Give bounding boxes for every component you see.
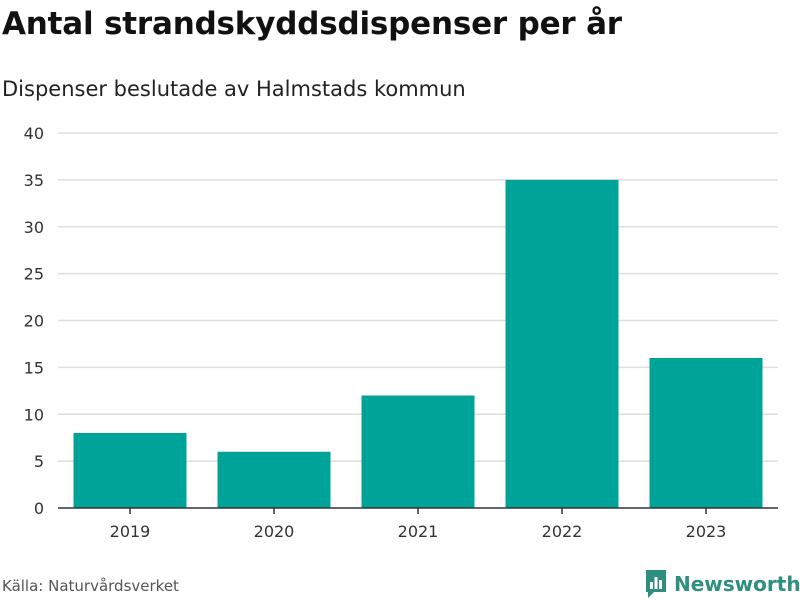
bar [361,395,475,508]
y-tick-label: 0 [34,499,44,518]
bar [649,358,763,508]
x-tick-label: 2019 [110,522,151,541]
chart-title: Antal strandskyddsdispenser per år [2,6,622,42]
y-tick-label: 20 [24,312,44,331]
x-tick-label: 2021 [398,522,439,541]
x-tick-label: 2020 [254,522,295,541]
x-tick-label: 2023 [686,522,727,541]
bar [217,451,331,508]
y-tick-label: 10 [24,405,44,424]
y-tick-label: 5 [34,452,44,471]
bar [505,179,619,508]
y-tick-label: 35 [24,171,44,190]
bar [73,433,187,508]
bar-chart-icon [646,570,666,598]
y-tick-label: 15 [24,358,44,377]
y-tick-label: 40 [24,124,44,143]
y-tick-label: 30 [24,218,44,237]
newsworthy-logo: Newsworthy [644,568,800,600]
source-note: Källa: Naturvårdsverket [2,577,179,595]
brand-name: Newsworthy [674,572,800,596]
chart-subtitle: Dispenser beslutade av Halmstads kommun [2,77,466,101]
y-tick-label: 25 [24,265,44,284]
x-tick-label: 2022 [542,522,583,541]
